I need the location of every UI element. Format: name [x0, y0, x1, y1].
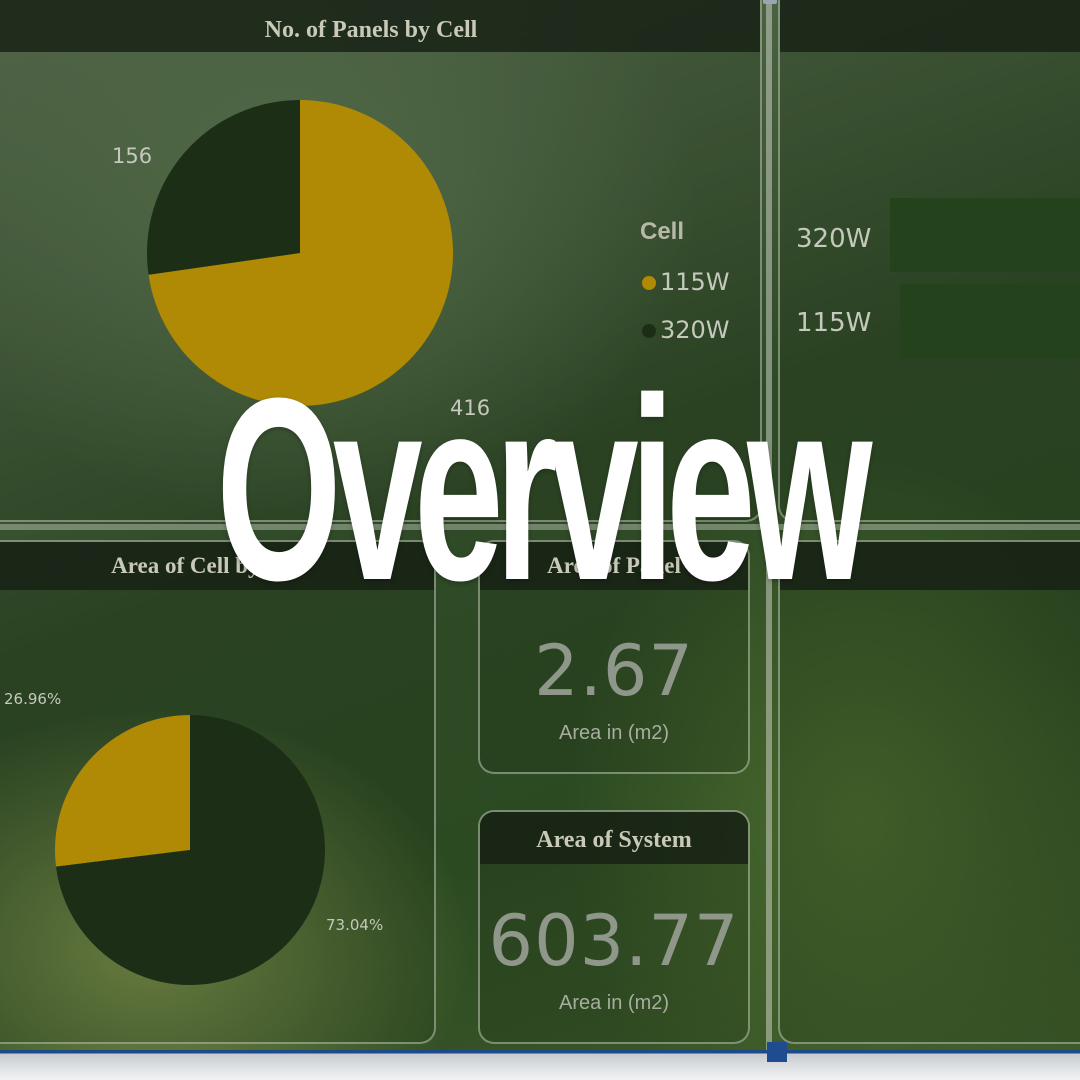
- pie2-label-115w: 26.96%: [4, 690, 62, 708]
- area-pie-slice-320w[interactable]: [56, 715, 326, 985]
- area-of-panel-subtitle: Area in (m2): [558, 722, 670, 744]
- bottom-right-panel: [778, 540, 1080, 1044]
- area-of-panel-card: Area of Panel 2.67 Area in (m2): [478, 540, 750, 774]
- pie2-label-320w: 73.04%: [326, 916, 384, 934]
- legend-title: Cell: [640, 218, 685, 245]
- bar-label-115w: 115W: [796, 308, 872, 338]
- pie1-label-320w: 156: [112, 144, 153, 168]
- horizontal-scrollbar[interactable]: [0, 1050, 1080, 1080]
- cell-bar-panel: 320W 115W: [778, 0, 1080, 522]
- cell-bar-title: [780, 0, 1080, 52]
- bar-area: [890, 198, 1080, 368]
- bar-115w[interactable]: [900, 284, 1080, 358]
- panels-pie-slice-115w[interactable]: [148, 100, 453, 406]
- area-of-system-title: Area of System: [480, 812, 748, 864]
- legend-label-320w: 320W: [660, 316, 730, 344]
- area-of-panel-value: 2.67: [534, 630, 694, 712]
- scrollbar-top-handle[interactable]: [763, 0, 777, 4]
- area-pie-chart: [55, 715, 326, 985]
- area-by-cell-panel: Area of Cell by Cell 26.96% 73.04%: [0, 540, 436, 1044]
- vertical-divider: [766, 0, 772, 1050]
- horizontal-divider: [0, 524, 1080, 530]
- panels-pie-slice-320w[interactable]: [146, 100, 300, 275]
- legend-dot-115w: [642, 276, 656, 290]
- legend-label-115w: 115W: [660, 268, 730, 296]
- area-by-cell-title: Area of Cell by Cell: [0, 542, 434, 590]
- panels-by-cell-panel: No. of Panels by Cell 156 416 Cell 115W …: [0, 0, 762, 522]
- area-of-panel-title: Area of Panel: [480, 542, 748, 590]
- bar-320w[interactable]: [890, 198, 1080, 272]
- panels-pie-chart: [146, 100, 453, 406]
- area-pie-slice-115w[interactable]: [55, 715, 190, 867]
- bottom-right-header: [780, 542, 1080, 590]
- area-of-system-value: 603.77: [488, 900, 740, 982]
- scrollbar-handle[interactable]: [767, 1042, 787, 1062]
- area-of-system-subtitle: Area in (m2): [558, 992, 670, 1014]
- area-of-system-card: Area of System 603.77 Area in (m2): [478, 810, 750, 1044]
- panels-by-cell-title: No. of Panels by Cell: [0, 0, 760, 52]
- bar-label-320w: 320W: [796, 224, 872, 254]
- legend-dot-320w: [642, 324, 656, 338]
- pie1-label-115w: 416: [450, 396, 491, 420]
- overview-title: Overview: [216, 345, 872, 635]
